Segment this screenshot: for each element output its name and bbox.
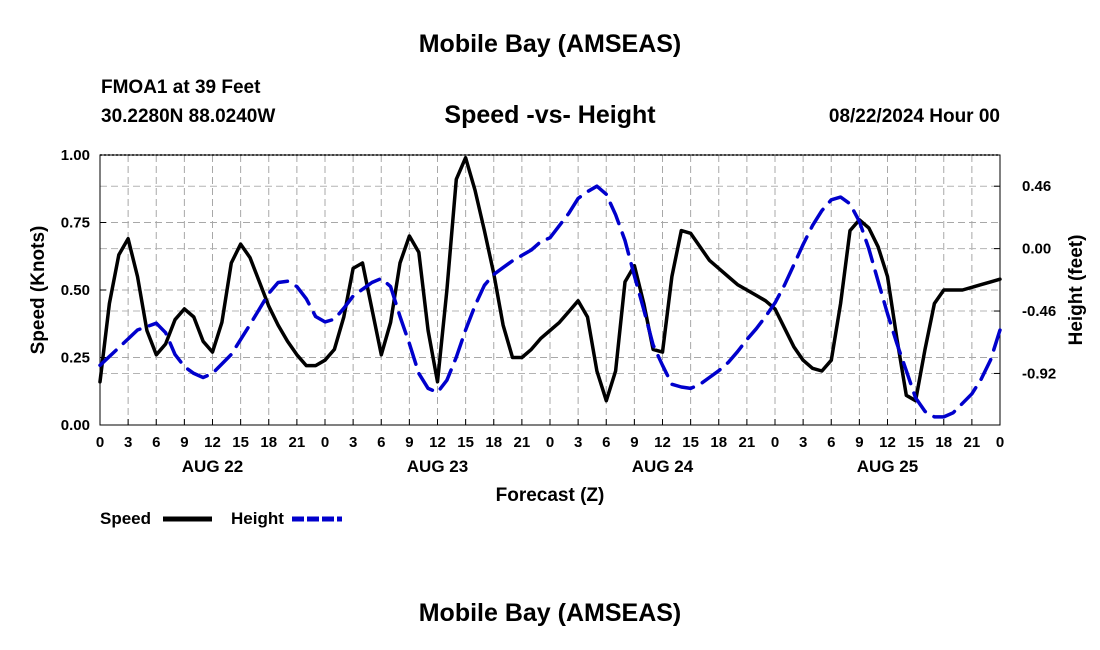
y-left-tick-label: 0.25	[61, 350, 90, 367]
x-tick-label: 9	[630, 434, 638, 451]
x-tick-label: 15	[907, 434, 924, 451]
x-tick-label: 3	[349, 434, 357, 451]
x-tick-label: 21	[514, 434, 531, 451]
x-axis-label: Forecast (Z)	[496, 485, 605, 506]
x-tick-label: 9	[405, 434, 413, 451]
axis-ticks: 0 3 6 9 12 15 18 21 0 3 6 9 12 15 18 21 0 3 6 9 12 15 18 21 0 3 6 9…	[61, 147, 1056, 476]
date-label: AUG 25	[857, 457, 918, 476]
date-label: AUG 23	[407, 457, 468, 476]
date-label: AUG 24	[632, 457, 694, 476]
series-line-height	[98, 184, 1002, 419]
y-right-tick-label: -0.92	[1022, 365, 1056, 382]
x-tick-label: 9	[180, 434, 188, 451]
y-left-tick-label: 0.50	[61, 282, 90, 299]
y-right-tick-label: 0.46	[1022, 178, 1051, 195]
x-tick-label: 6	[827, 434, 835, 451]
x-tick-label: 21	[739, 434, 756, 451]
forecast-datetime: 08/22/2024 Hour 00	[828, 106, 1000, 127]
date-label: AUG 22	[182, 457, 243, 476]
x-tick-label: 0	[321, 434, 329, 451]
chart-title: Mobile Bay (AMSEAS)	[418, 30, 682, 58]
chart-subtitle: Speed -vs- Height	[444, 101, 656, 129]
x-tick-label: 3	[124, 434, 132, 451]
y-right-tick-label: -0.46	[1022, 303, 1056, 320]
x-tick-label: 6	[602, 434, 610, 451]
grid	[100, 154, 1000, 425]
x-tick-label: 12	[204, 434, 221, 451]
x-tick-label: 18	[935, 434, 952, 451]
x-tick-label: 3	[799, 434, 807, 451]
y-left-axis-label: Speed (Knots)	[28, 226, 49, 355]
x-tick-label: 21	[289, 434, 306, 451]
x-tick-label: 0	[771, 434, 779, 451]
y-left-tick-label: 1.00	[61, 147, 90, 164]
coordinates-label: 30.2280N 88.0240W	[101, 106, 276, 127]
y-left-tick-label: 0.75	[61, 215, 90, 232]
x-tick-label: 12	[654, 434, 671, 451]
x-tick-label: 9	[855, 434, 863, 451]
legend: Speed Height	[100, 509, 342, 528]
x-tick-label: 12	[429, 434, 446, 451]
station-label: FMOA1 at 39 Feet	[101, 77, 261, 98]
x-tick-label: 18	[485, 434, 502, 451]
x-tick-label: 0	[96, 434, 104, 451]
y-right-axis-label: Height (feet)	[1066, 235, 1087, 346]
x-tick-label: 6	[377, 434, 385, 451]
x-tick-label: 21	[964, 434, 981, 451]
footer-title: Mobile Bay (AMSEAS)	[418, 599, 682, 627]
legend-label-speed: Speed	[100, 509, 151, 528]
x-tick-label: 15	[457, 434, 474, 451]
x-tick-label: 0	[996, 434, 1004, 451]
legend-label-height: Height	[231, 509, 284, 528]
series-line-speed	[98, 155, 1002, 403]
x-tick-label: 3	[574, 434, 582, 451]
x-tick-label: 15	[682, 434, 699, 451]
y-right-tick-label: 0.00	[1022, 241, 1051, 258]
x-tick-label: 18	[710, 434, 727, 451]
x-tick-label: 0	[546, 434, 554, 451]
series	[98, 155, 1002, 419]
y-left-tick-label: 0.00	[61, 417, 90, 434]
x-tick-label: 15	[232, 434, 249, 451]
x-tick-label: 18	[260, 434, 277, 451]
x-tick-label: 6	[152, 434, 160, 451]
x-tick-label: 12	[879, 434, 896, 451]
